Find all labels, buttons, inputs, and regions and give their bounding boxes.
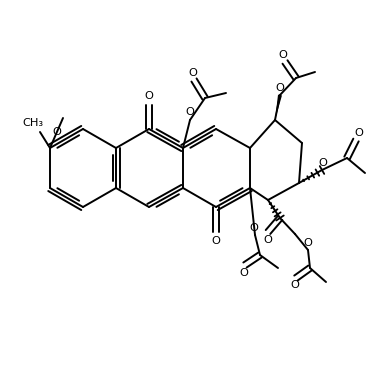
Polygon shape: [275, 95, 282, 120]
Text: O: O: [303, 238, 312, 248]
Text: O: O: [53, 127, 62, 137]
Text: O: O: [278, 50, 287, 60]
Text: O: O: [145, 91, 153, 101]
Text: O: O: [211, 236, 220, 246]
Text: O: O: [291, 280, 300, 290]
Text: CH₃: CH₃: [23, 118, 44, 128]
Text: O: O: [355, 128, 363, 138]
Text: O: O: [188, 68, 197, 78]
Text: O: O: [319, 158, 328, 168]
Text: O: O: [276, 83, 284, 93]
Text: O: O: [186, 107, 195, 117]
Text: O: O: [264, 235, 273, 245]
Text: O: O: [239, 268, 248, 278]
Text: O: O: [250, 223, 259, 233]
